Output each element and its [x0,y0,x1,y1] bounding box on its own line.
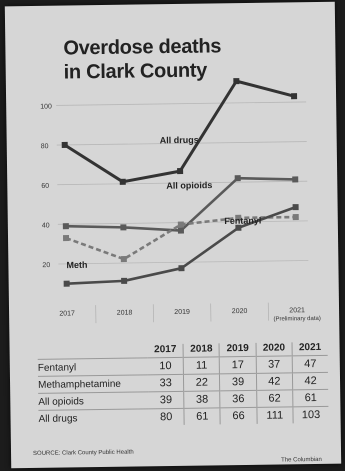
series-label: All opioids [166,180,212,191]
table-cell: 66 [220,407,257,425]
table-cell: 39 [148,391,185,409]
data-point [178,265,185,272]
row-label: Fentanyl [37,357,149,377]
table-col-header: 2018 [183,343,220,358]
y-tick-label: 80 [41,143,49,150]
data-point [292,214,299,221]
source-note: SOURCE: Clark County Public Health [33,449,134,457]
data-point [177,227,184,234]
y-tick-label: 100 [40,103,52,110]
table-col-header: 2021 [291,341,328,356]
x-tick-label: 2017 [59,310,75,317]
table-cell: 39 [219,373,257,391]
data-point [292,204,299,211]
x-tick-label: 2019 [174,309,190,316]
table-cell: 47 [292,355,328,373]
table-cell: 10 [147,357,184,375]
x-tick-label: 2018 [117,310,133,317]
gridline [57,180,308,186]
data-point [177,168,184,175]
table-cell: 38 [183,390,221,409]
table-cell: 42 [256,372,293,391]
y-tick-label: 40 [42,222,50,229]
data-point [62,223,69,230]
table-col-header: 2017 [154,343,177,356]
table-cell: 80 [148,408,185,426]
y-tick-label: 60 [41,183,49,190]
x-tick-note: (Preliminary data) [273,316,320,323]
table-cell: 62 [256,389,293,408]
y-tick-label: 20 [42,262,50,269]
table-cell: 61 [292,389,329,407]
data-point [62,235,70,242]
table-cell: 111 [256,406,294,424]
x-tick-label: 2021 [289,307,305,314]
table-cell: 42 [292,372,329,390]
series-line [63,79,295,184]
newspaper-clipping: Overdose deaths in Clark County 20 40 60 80… [4,1,342,469]
table-cell: 36 [220,390,257,408]
table-cell: 61 [184,407,221,425]
line-chart: 20 40 60 80 100 2017 2018 2019 2020 2021 (Prelimin… [40,78,321,324]
data-table: 2017 2018 2019 2020 2021 Fentanyl 10 11 … [37,341,329,427]
data-point [63,280,70,287]
data-point [235,224,242,231]
table-cell: 37 [255,355,293,374]
row-label: All drugs [38,408,149,427]
table-cell: 103 [292,406,329,424]
row-label: Methamphetamine [37,374,149,394]
credit-note: The Columbian [281,456,322,464]
table-cell: 11 [183,356,220,375]
series-label: Meth [66,260,87,270]
x-tick-label: 2020 [232,308,248,315]
gridline [58,260,309,265]
series-line [66,205,297,285]
table-cell: 33 [148,374,184,392]
data-point [234,175,241,182]
data-point [292,176,299,183]
data-point [235,214,242,221]
table-col-header: 2020 [255,342,293,357]
table-row: All drugs 80 61 66 111 103 [38,406,329,427]
data-point [177,221,184,228]
data-point [120,256,127,263]
data-point [121,277,128,284]
data-point [291,93,298,100]
data-point [119,178,126,185]
gridline [56,141,307,146]
data-point [120,224,127,231]
gridline [56,101,307,106]
series-label: Fentanyl [224,215,261,226]
table-cell: 17 [219,356,257,374]
table-col-header: 2019 [219,342,256,357]
row-label: All opioids [38,391,149,411]
data-point [233,78,240,85]
data-point [61,141,68,148]
series-label: All drugs [160,135,199,146]
table-cell: 22 [183,373,221,392]
